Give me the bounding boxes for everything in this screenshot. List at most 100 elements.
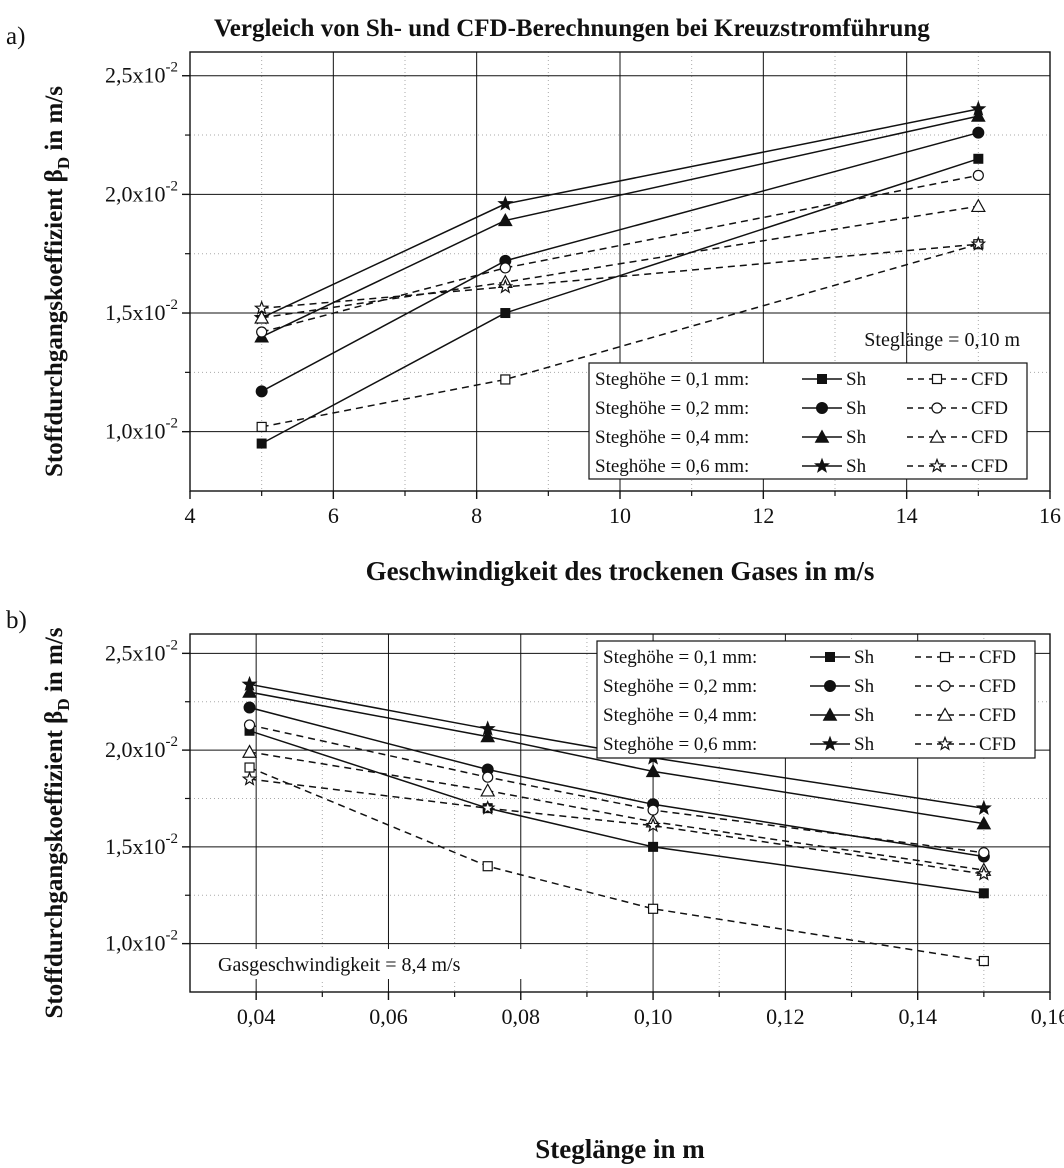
y-axis-label: Stoffdurchgangskoeffizient βD in m/s [41, 86, 73, 477]
series-line [249, 691, 984, 825]
legend-sh-label: Sh [846, 427, 867, 448]
annotation: Gasgeschwindigkeit = 8,4 m/s [218, 954, 461, 976]
data-point [242, 744, 258, 758]
series-1 [243, 701, 990, 863]
legend-entry: Steghöhe = 0,2 mm: Sh CFD [603, 676, 1016, 697]
y-axis-label-text: Stoffdurchgangskoeffizient [41, 724, 68, 1019]
y-tick-label: 2,5x10-2 [105, 637, 178, 665]
y-tick-mantissa: 2,0x10 [105, 181, 166, 206]
legend-cfd-marker [937, 707, 953, 721]
legend-entry: Steghöhe = 0,1 mm: Sh CFD [603, 647, 1016, 668]
legend-label: Steghöhe = 0,4 mm: [603, 705, 757, 726]
data-point [970, 100, 987, 116]
y-tick-exponent: -2 [166, 297, 179, 313]
series-4 [244, 762, 989, 967]
data-point [499, 262, 511, 274]
series-line [249, 683, 984, 809]
legend-sh-marker [813, 457, 831, 473]
panel-label: a) [6, 23, 25, 50]
y-axis-label: Stoffdurchgangskoeffizient βD in m/s [41, 627, 73, 1018]
x-axis-label: Geschwindigkeit des trockenen Gases in m… [366, 556, 875, 586]
legend-entry: Steghöhe = 0,4 mm: Sh CFD [595, 427, 1008, 448]
x-tick-label: 0,10 [634, 1004, 673, 1029]
series-5 [243, 719, 990, 859]
data-point [242, 684, 257, 698]
x-tick-label: 4 [185, 503, 196, 528]
series-0 [256, 153, 984, 449]
data-point [647, 903, 659, 914]
y-tick-mantissa: 1,5x10 [105, 300, 166, 325]
legend-label: Steghöhe = 0,1 mm: [603, 647, 757, 668]
legend: Steghöhe = 0,1 mm: Sh CFD Steghöhe = 0,2 mm… [596, 640, 1036, 759]
data-point [244, 762, 255, 773]
y-tick-exponent: -2 [166, 637, 179, 653]
data-point [256, 326, 268, 338]
legend-sh-marker [816, 402, 828, 414]
series-line [249, 724, 984, 854]
legend-label: Steghöhe = 0,2 mm: [595, 398, 749, 419]
legend-cfd-marker [937, 735, 953, 751]
series-7 [241, 770, 992, 881]
y-axis-label-text: Stoffdurchgangskoeffizient [41, 182, 68, 477]
data-point [256, 438, 267, 449]
x-tick-label: 16 [1039, 503, 1061, 528]
chart-title: Vergleich von Sh- und CFD-Berechnungen b… [214, 15, 930, 42]
legend-box [588, 362, 1028, 480]
data-point [973, 153, 984, 164]
series-2 [242, 684, 992, 830]
x-tick-label: 6 [328, 503, 339, 528]
legend-sh-label: Sh [854, 734, 875, 755]
data-point [970, 108, 986, 122]
data-point [479, 799, 496, 815]
chart-panel-b: b)0,04 0,06 0,08 0,10 0,12 0,14 0,161,0x10-21,… [6, 607, 1064, 1164]
y-axis-label-subscript: D [54, 698, 73, 710]
series-3 [241, 675, 992, 815]
y-tick-mantissa: 2,5x10 [105, 640, 166, 665]
legend-label: Steghöhe = 0,6 mm: [595, 456, 749, 477]
data-point [482, 861, 493, 872]
series-1 [255, 126, 985, 398]
series-5 [256, 169, 984, 338]
annotation: Steglänge = 0,10 m [864, 329, 1020, 351]
data-point [978, 955, 989, 967]
legend-entry: Steghöhe = 0,2 mm: Sh CFD [595, 398, 1008, 419]
data-point [970, 235, 987, 251]
y-tick-label: 2,5x10-2 [105, 60, 178, 88]
y-axis-label-subscript: D [54, 157, 73, 169]
legend-cfd-label: CFD [979, 647, 1016, 668]
data-point [497, 195, 514, 211]
x-tick-label: 0,08 [502, 1004, 541, 1029]
legend-sh-label: Sh [846, 456, 867, 477]
y-tick-exponent: -2 [166, 416, 179, 432]
data-point [255, 385, 268, 398]
y-tick-mantissa: 2,0x10 [105, 737, 166, 762]
data-point [256, 421, 267, 433]
x-axis-label: Steglänge in m [535, 1134, 705, 1164]
plot-frame [189, 633, 1051, 993]
data-point [975, 799, 992, 815]
legend-sh-label: Sh [854, 647, 875, 668]
legend-box [596, 640, 1036, 759]
legend-sh-marker [814, 429, 830, 443]
x-tick-label: 0,06 [369, 1004, 408, 1029]
series-line [249, 706, 984, 858]
data-point [479, 720, 496, 736]
x-tick-label: 8 [471, 503, 482, 528]
legend-entry: Steghöhe = 0,1 mm: Sh CFD [595, 369, 1008, 390]
x-tick-label: 0,12 [766, 1004, 805, 1029]
legend: Steghöhe = 0,1 mm: Sh CFD Steghöhe = 0,2 mm… [588, 362, 1028, 480]
y-tick-label: 1,5x10-2 [105, 831, 178, 859]
series-line [249, 751, 984, 871]
data-point [500, 308, 511, 319]
series-7 [253, 235, 987, 315]
y-tick-mantissa: 1,0x10 [105, 931, 166, 956]
legend-sh-marker [824, 680, 836, 692]
legend-entry: Steghöhe = 0,4 mm: Sh CFD [603, 705, 1016, 726]
data-point [645, 763, 661, 778]
y-tick-label: 2,0x10-2 [105, 178, 178, 206]
legend-sh-label: Sh [854, 676, 875, 697]
data-point [480, 783, 496, 797]
y-tick-label: 1,5x10-2 [105, 297, 178, 325]
y-axis-label-unit: in m/s [41, 627, 68, 698]
